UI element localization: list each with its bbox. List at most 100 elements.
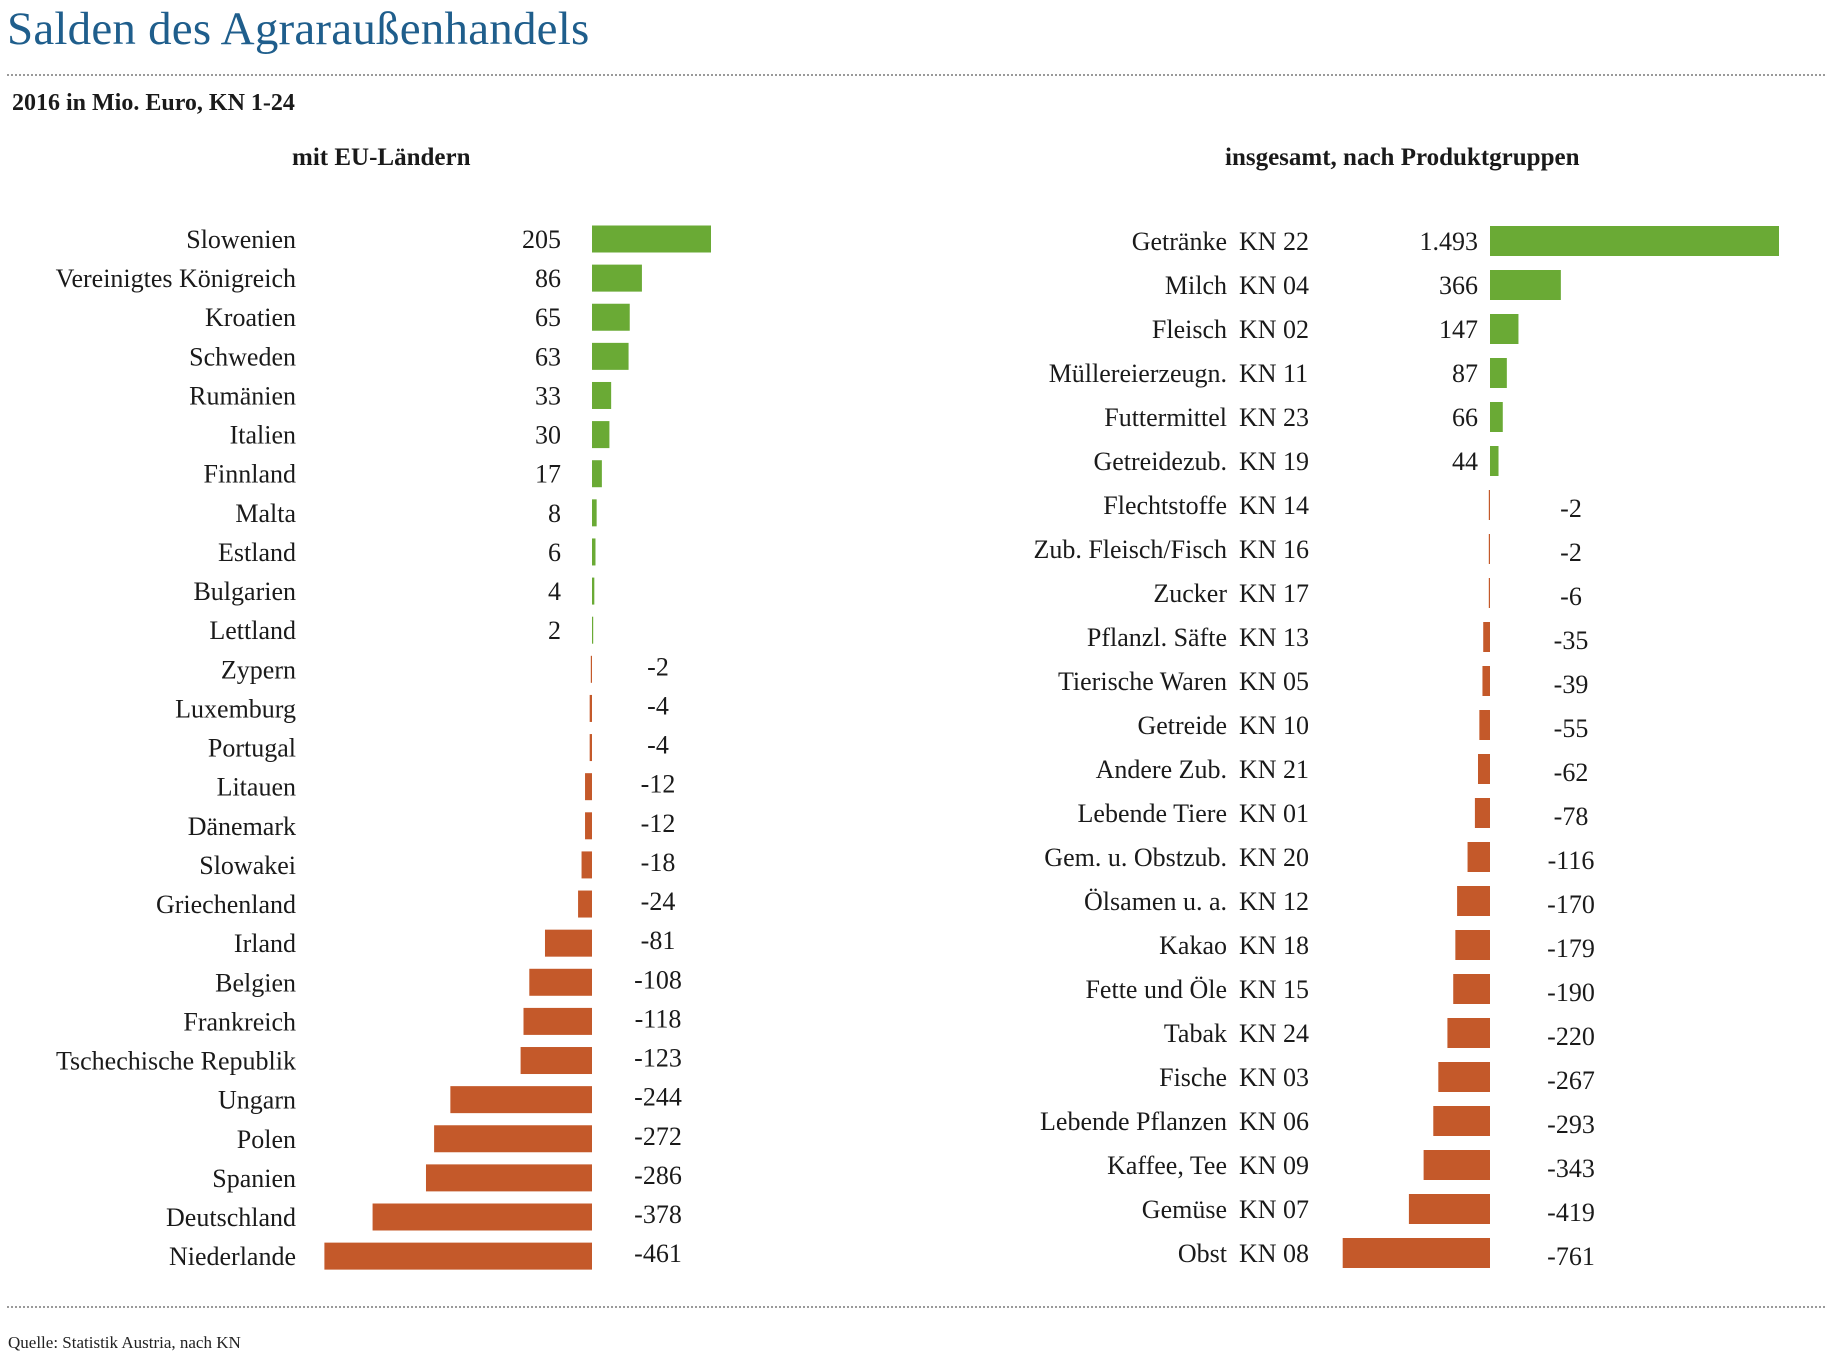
value-label-eu: -118 [635,1004,682,1033]
bar-product [1488,534,1490,564]
category-label-product: Zucker [1153,579,1227,608]
bar-eu [425,1164,592,1192]
category-label-product: Milch [1165,271,1227,300]
category-label-eu: Malta [235,499,296,528]
category-label-eu: Tschechische Republik [56,1047,296,1076]
value-label-eu: -12 [641,809,676,838]
bar-product [1490,226,1779,256]
bar-eu [520,1047,592,1075]
value-label-product: -55 [1554,714,1589,743]
category-label-eu: Estland [218,538,296,567]
category-label-eu: Niederlande [169,1242,296,1271]
value-label-product: -220 [1547,1022,1595,1051]
category-label-product: Kakao [1159,931,1227,960]
category-label-product: Zub. Fleisch/Fisch [1033,535,1227,564]
bar-eu [578,890,592,918]
code-label-product: KN 19 [1239,447,1309,476]
category-label-product: Gemüse [1142,1195,1227,1224]
bar-product [1490,270,1561,300]
category-label-eu: Lettland [209,616,296,645]
code-label-product: KN 03 [1239,1063,1309,1092]
value-label-eu: 63 [535,342,561,371]
category-label-eu: Luxemburg [175,694,296,723]
value-label-product: -293 [1547,1110,1595,1139]
value-label-eu: -4 [647,731,669,760]
category-label-eu: Kroatien [205,303,296,332]
value-label-eu: 8 [548,499,561,528]
top-divider [7,74,1825,76]
panel-title-eu: mit EU-Ländern [292,144,471,171]
bar-product [1477,754,1490,784]
bar-product [1467,842,1490,872]
bar-product [1447,1018,1490,1048]
panel-title-products: insgesamt, nach Produktgruppen [1225,144,1580,171]
bar-eu [592,460,602,488]
value-label-product: -419 [1547,1198,1595,1227]
value-label-eu: -286 [634,1161,682,1190]
category-label-product: Flechtstoffe [1103,491,1227,520]
category-label-eu: Belgien [215,968,296,997]
value-label-product: -343 [1547,1154,1595,1183]
category-label-product: Andere Zub. [1096,755,1227,784]
code-label-product: KN 17 [1239,579,1309,608]
bar-eu [324,1242,592,1270]
code-label-product: KN 05 [1239,667,1309,696]
value-label-product: -39 [1554,670,1589,699]
bar-product [1433,1106,1490,1136]
value-label-product: -190 [1547,978,1595,1007]
bar-eu [372,1203,592,1231]
category-label-eu: Schweden [189,342,296,371]
bar-product [1482,666,1490,696]
bar-eu [592,577,595,605]
bar-eu [592,303,630,331]
category-label-product: Lebende Pflanzen [1040,1107,1227,1136]
category-label-eu: Litauen [217,773,296,802]
value-label-eu: -81 [641,926,676,955]
bar-eu [592,499,597,527]
value-label-product: -78 [1554,802,1589,831]
chart-title: Salden des Agraraußenhandels [7,3,590,55]
bottom-divider [7,1306,1825,1308]
bar-product [1457,886,1490,916]
code-label-product: KN 23 [1239,403,1309,432]
bar-eu [592,225,711,253]
bar-eu [523,1007,592,1035]
bar-eu [589,694,592,722]
category-label-eu: Zypern [221,655,296,684]
value-label-product: -6 [1560,582,1582,611]
bar-eu [592,342,629,370]
value-label-eu: -108 [634,965,682,994]
bar-product [1490,402,1503,432]
bar-eu [450,1086,592,1114]
value-label-eu: -272 [634,1122,682,1151]
value-label-eu: 30 [535,421,561,450]
value-label-eu: 86 [535,264,561,293]
category-label-eu: Irland [234,929,296,958]
bar-eu [592,616,594,644]
category-label-product: Lebende Tiere [1078,799,1227,828]
bar-eu [592,421,610,449]
bar-product [1408,1194,1490,1224]
value-label-eu: -4 [647,691,669,720]
bar-product [1490,314,1519,344]
bar-eu [592,381,612,409]
code-label-product: KN 21 [1239,755,1309,784]
code-label-product: KN 04 [1239,271,1309,300]
value-label-eu: 205 [522,225,561,254]
value-label-eu: -123 [634,1044,682,1073]
code-label-product: KN 08 [1239,1239,1309,1268]
bar-eu [434,1125,592,1153]
code-label-product: KN 01 [1239,799,1309,828]
code-label-product: KN 12 [1239,887,1309,916]
code-label-product: KN 16 [1239,535,1309,564]
category-label-eu: Polen [237,1125,296,1154]
category-label-product: Gem. u. Obstzub. [1044,843,1227,872]
category-label-product: Kaffee, Tee [1107,1151,1227,1180]
category-label-eu: Vereinigtes Königreich [56,264,296,293]
category-label-product: Tabak [1164,1019,1227,1048]
bar-product [1479,710,1490,740]
category-label-eu: Spanien [212,1164,296,1193]
bar-eu [581,851,592,879]
bar-eu [592,264,642,292]
value-label-product: -170 [1547,890,1595,919]
